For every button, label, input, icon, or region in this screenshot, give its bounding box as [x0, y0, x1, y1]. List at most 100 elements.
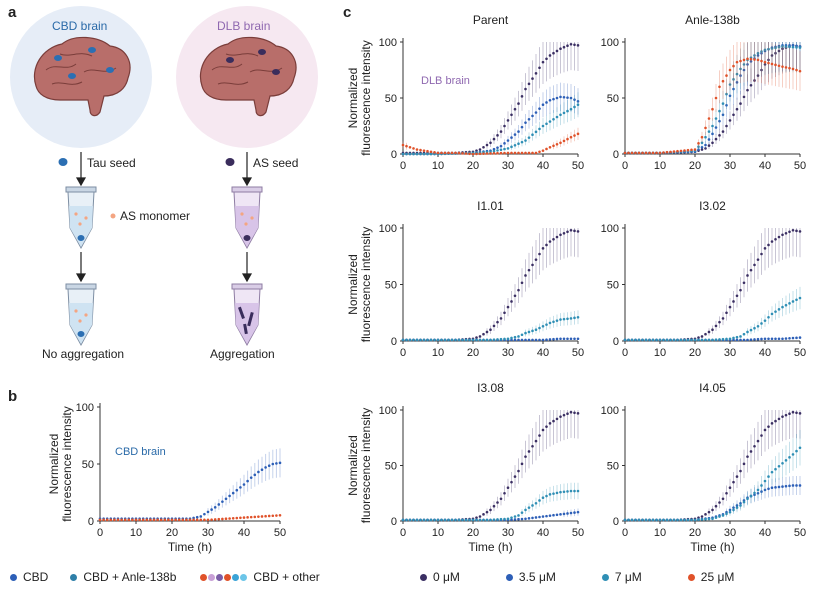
data-point — [798, 230, 802, 233]
data-point — [573, 229, 576, 233]
data-point — [718, 338, 721, 341]
data-point — [725, 491, 728, 495]
data-point — [478, 335, 482, 338]
chart-title: I4.05 — [699, 381, 726, 395]
y-tick-label: 50 — [385, 93, 397, 105]
data-point — [531, 329, 534, 333]
data-point — [573, 98, 576, 101]
data-point — [440, 518, 443, 522]
data-point — [686, 148, 690, 152]
data-point — [576, 44, 580, 47]
y-tick-label: 50 — [385, 280, 397, 292]
data-point — [746, 88, 749, 92]
data-point — [419, 338, 422, 342]
data-point — [513, 151, 517, 155]
data-point — [777, 337, 781, 341]
data-point — [573, 134, 576, 137]
series-0 μM — [401, 42, 580, 155]
series-0 μM — [623, 410, 802, 522]
cbd-brain-icon — [33, 36, 131, 117]
data-point — [795, 229, 798, 233]
data-point — [742, 332, 746, 336]
data-point — [686, 338, 690, 342]
data-point — [242, 516, 246, 519]
dlb-brain-icon — [199, 36, 297, 117]
data-point — [527, 136, 531, 139]
data-point — [436, 518, 440, 522]
data-point — [541, 496, 545, 499]
data-point — [707, 510, 711, 514]
data-point — [562, 337, 566, 341]
data-point — [527, 82, 531, 86]
data-point — [475, 338, 478, 342]
data-point — [541, 60, 545, 64]
data-point — [492, 518, 496, 521]
legend-0um-label: 0 μM — [433, 570, 460, 584]
series-0 μM — [401, 410, 580, 522]
data-point — [562, 139, 566, 143]
data-point — [763, 428, 767, 432]
data-point — [545, 101, 548, 104]
data-point — [464, 152, 468, 155]
data-point — [461, 518, 464, 522]
data-point — [795, 411, 798, 415]
data-point — [683, 338, 686, 342]
data-point — [707, 330, 711, 334]
data-point — [499, 148, 503, 152]
data-point — [634, 518, 637, 522]
data-point — [707, 517, 711, 521]
legend-0um-dot — [420, 573, 427, 581]
data-point — [203, 512, 206, 516]
data-point — [756, 337, 760, 341]
data-point — [739, 469, 742, 473]
data-point — [221, 517, 224, 521]
data-point — [192, 518, 195, 522]
data-point — [753, 54, 756, 57]
data-point — [777, 464, 781, 468]
y-axis-label-line1: Normalized — [346, 68, 360, 129]
data-point — [651, 338, 655, 342]
y-tick-label: 50 — [385, 461, 397, 473]
data-point — [749, 450, 753, 453]
data-point — [217, 503, 221, 506]
data-point — [517, 514, 520, 517]
data-point — [510, 338, 513, 342]
data-point — [517, 338, 520, 342]
data-point — [714, 126, 718, 129]
data-point — [541, 338, 545, 342]
data-point — [485, 143, 489, 147]
data-point — [753, 79, 756, 82]
as-seed-label: AS seed — [253, 156, 299, 170]
x-axis-label: Time (h) — [168, 540, 212, 554]
data-point — [714, 324, 718, 328]
data-point — [714, 338, 718, 341]
data-point — [520, 95, 524, 98]
data-point — [728, 337, 732, 341]
legend-7um-dot — [601, 573, 609, 581]
y-tick-label: 100 — [76, 402, 94, 414]
data-point — [704, 517, 707, 521]
panel-c-letter: c — [343, 4, 352, 21]
data-point — [471, 518, 475, 522]
data-point — [753, 444, 756, 448]
y-axis-label-line1: Normalized — [47, 434, 61, 495]
chart-title: I3.02 — [699, 199, 726, 213]
data-point — [760, 490, 763, 493]
x-tick-label: 20 — [467, 527, 479, 539]
data-point — [627, 151, 630, 155]
data-point — [510, 136, 513, 139]
data-point — [555, 235, 559, 239]
data-point — [714, 96, 718, 100]
data-point — [510, 516, 513, 519]
y-axis-label: Normalized fluorescence intensity — [47, 406, 74, 521]
data-point — [763, 319, 767, 322]
data-point — [576, 315, 580, 319]
x-tick-label: 0 — [622, 160, 628, 172]
x-tick-label: 20 — [689, 160, 701, 172]
data-point — [489, 508, 492, 512]
data-point — [239, 516, 242, 520]
x-tick-label: 20 — [166, 527, 178, 539]
data-point — [492, 137, 496, 141]
data-point — [524, 274, 527, 277]
data-point — [756, 491, 760, 495]
